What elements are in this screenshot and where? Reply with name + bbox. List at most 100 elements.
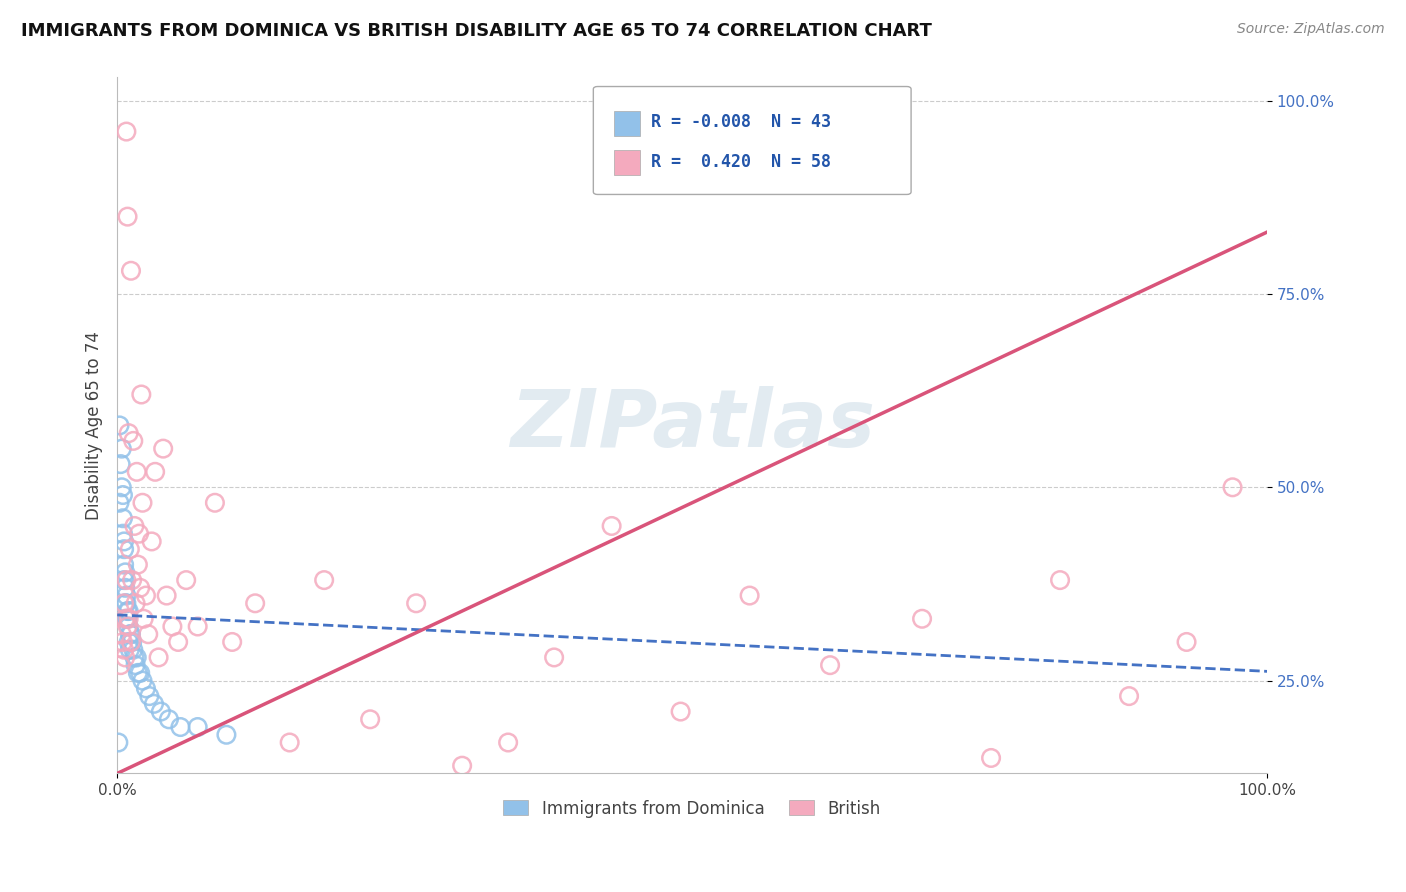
- Point: [162, 619, 184, 633]
- Point: [112, 542, 135, 557]
- Point: [112, 596, 135, 610]
- Point: [136, 627, 159, 641]
- Point: [118, 627, 141, 641]
- Point: [143, 697, 166, 711]
- Point: [114, 596, 136, 610]
- Point: [187, 619, 209, 633]
- Point: [118, 426, 141, 441]
- Point: [221, 635, 243, 649]
- Point: [149, 705, 172, 719]
- Point: [122, 642, 145, 657]
- Y-axis label: Disability Age 65 to 74: Disability Age 65 to 74: [86, 331, 103, 520]
- Text: Source: ZipAtlas.com: Source: ZipAtlas.com: [1237, 22, 1385, 37]
- Point: [911, 612, 934, 626]
- Point: [120, 635, 142, 649]
- Point: [112, 642, 135, 657]
- Point: [112, 573, 135, 587]
- Point: [121, 635, 143, 649]
- Point: [1175, 635, 1198, 649]
- Point: [157, 712, 180, 726]
- Point: [141, 534, 163, 549]
- Point: [115, 589, 138, 603]
- Point: [243, 596, 266, 610]
- Point: [167, 635, 190, 649]
- Point: [118, 604, 141, 618]
- Point: [152, 442, 174, 456]
- Point: [1118, 689, 1140, 703]
- Text: ZIPatlas: ZIPatlas: [509, 386, 875, 465]
- Point: [135, 589, 157, 603]
- Point: [174, 573, 197, 587]
- Point: [118, 635, 141, 649]
- Point: [543, 650, 565, 665]
- Point: [107, 735, 129, 749]
- Point: [278, 735, 301, 749]
- Point: [980, 751, 1002, 765]
- Point: [127, 665, 149, 680]
- Point: [148, 650, 170, 665]
- Point: [124, 658, 146, 673]
- Point: [118, 612, 141, 626]
- Point: [138, 689, 160, 703]
- Point: [108, 418, 131, 433]
- Point: [131, 387, 153, 401]
- Point: [111, 627, 134, 641]
- Point: [738, 589, 761, 603]
- Point: [112, 558, 135, 572]
- Point: [121, 573, 143, 587]
- Point: [117, 210, 139, 224]
- Point: [120, 627, 142, 641]
- Point: [669, 705, 692, 719]
- Legend: Immigrants from Dominica, British: Immigrants from Dominica, British: [496, 793, 887, 824]
- Text: R = -0.008  N = 43: R = -0.008 N = 43: [651, 113, 831, 131]
- Point: [156, 589, 179, 603]
- Point: [600, 519, 623, 533]
- Point: [127, 558, 149, 572]
- Point: [169, 720, 191, 734]
- Point: [111, 488, 134, 502]
- Point: [117, 612, 139, 626]
- Point: [115, 596, 138, 610]
- Point: [112, 534, 135, 549]
- Point: [111, 635, 134, 649]
- Point: [129, 581, 152, 595]
- Point: [128, 526, 150, 541]
- Point: [118, 619, 141, 633]
- Point: [124, 650, 146, 665]
- Point: [132, 612, 155, 626]
- Point: [1049, 573, 1071, 587]
- Point: [118, 642, 141, 657]
- Point: [314, 573, 336, 587]
- Point: [359, 712, 381, 726]
- Point: [125, 465, 148, 479]
- Point: [451, 758, 474, 772]
- Point: [115, 573, 138, 587]
- Point: [117, 604, 139, 618]
- Point: [131, 496, 153, 510]
- Text: IMMIGRANTS FROM DOMINICA VS BRITISH DISABILITY AGE 65 TO 74 CORRELATION CHART: IMMIGRANTS FROM DOMINICA VS BRITISH DISA…: [21, 22, 932, 40]
- Point: [125, 650, 148, 665]
- Point: [1222, 480, 1244, 494]
- Point: [110, 457, 132, 471]
- Point: [115, 612, 138, 626]
- Point: [111, 442, 134, 456]
- Point: [122, 434, 145, 448]
- Point: [135, 681, 157, 696]
- Point: [114, 581, 136, 595]
- Point: [114, 612, 136, 626]
- Point: [111, 511, 134, 525]
- Point: [108, 496, 131, 510]
- Point: [131, 673, 153, 688]
- Point: [118, 542, 141, 557]
- Point: [111, 480, 134, 494]
- Text: R =  0.420  N = 58: R = 0.420 N = 58: [651, 153, 831, 170]
- Point: [115, 125, 138, 139]
- Point: [215, 728, 238, 742]
- Point: [114, 566, 136, 580]
- Point: [129, 665, 152, 680]
- Point: [818, 658, 841, 673]
- Point: [111, 526, 134, 541]
- Point: [124, 596, 146, 610]
- Point: [496, 735, 519, 749]
- Point: [405, 596, 427, 610]
